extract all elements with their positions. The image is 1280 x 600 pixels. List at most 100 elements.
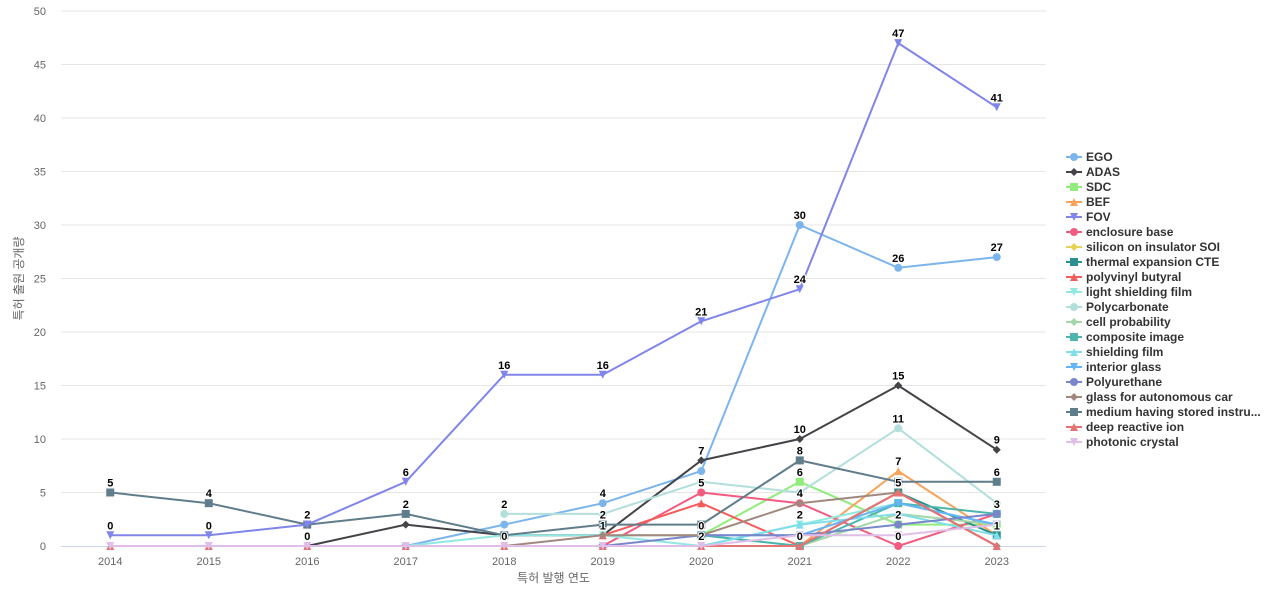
- legend-item-adas[interactable]: ADAS: [1066, 164, 1280, 179]
- legend-marker[interactable]: [1070, 392, 1078, 401]
- data-point[interactable]: [795, 499, 804, 508]
- legend-item-polycarbonate[interactable]: Polycarbonate: [1066, 299, 1280, 314]
- legend-item-silicon-on-insulator-soi[interactable]: silicon on insulator SOI: [1066, 239, 1280, 254]
- data-point[interactable]: [106, 488, 115, 497]
- legend-marker[interactable]: [1070, 242, 1078, 251]
- legend-marker[interactable]: [1070, 212, 1078, 221]
- legend-item-interior-glass[interactable]: interior glass: [1066, 359, 1280, 374]
- legend-marker[interactable]: [1070, 272, 1078, 281]
- legend-marker[interactable]: [1070, 347, 1078, 356]
- legend-marker[interactable]: [1070, 317, 1078, 326]
- data-point[interactable]: [500, 542, 509, 550]
- data-point[interactable]: [894, 424, 903, 433]
- legend-item-enclosure-base[interactable]: enclosure base: [1066, 224, 1280, 239]
- legend-item-glass-for-autonomous-car[interactable]: glass for autonomous car: [1066, 389, 1280, 404]
- data-point[interactable]: [401, 477, 410, 486]
- data-point[interactable]: [697, 456, 706, 465]
- data-point[interactable]: [992, 253, 1001, 262]
- data-point[interactable]: [894, 499, 903, 508]
- legend-marker[interactable]: [1070, 377, 1078, 386]
- legend-marker[interactable]: [1070, 407, 1078, 416]
- data-point[interactable]: [500, 509, 509, 518]
- data-point[interactable]: [992, 477, 1001, 486]
- data-point[interactable]: [106, 531, 115, 540]
- data-point[interactable]: [992, 499, 1001, 508]
- data-point[interactable]: [992, 103, 1001, 112]
- data-point[interactable]: [894, 39, 903, 48]
- legend-item-fov[interactable]: FOV: [1066, 209, 1280, 224]
- legend-marker[interactable]: [1070, 167, 1078, 176]
- data-point[interactable]: [106, 542, 115, 550]
- data-point[interactable]: [795, 456, 804, 465]
- data-point[interactable]: [894, 531, 903, 540]
- legend-item-bef[interactable]: BEF: [1066, 194, 1280, 209]
- data-point[interactable]: [697, 488, 706, 497]
- data-point[interactable]: [500, 520, 509, 529]
- legend-marker[interactable]: [1070, 197, 1078, 206]
- legend-marker[interactable]: [1070, 287, 1078, 296]
- data-point[interactable]: [992, 542, 1001, 550]
- data-point[interactable]: [303, 542, 312, 550]
- data-point[interactable]: [204, 531, 213, 540]
- data-point[interactable]: [795, 520, 804, 529]
- legend-item-composite-image[interactable]: composite image: [1066, 329, 1280, 344]
- data-point[interactable]: [992, 445, 1001, 454]
- data-point[interactable]: [598, 542, 607, 550]
- legend-marker[interactable]: [1070, 257, 1078, 266]
- data-point[interactable]: [795, 221, 804, 229]
- data-point[interactable]: [894, 520, 903, 529]
- data-point[interactable]: [697, 467, 706, 476]
- legend-item-polyurethane[interactable]: Polyurethane: [1066, 374, 1280, 389]
- data-point[interactable]: [992, 509, 1001, 518]
- data-point[interactable]: [697, 531, 706, 540]
- data-point[interactable]: [401, 520, 410, 529]
- data-point[interactable]: [992, 520, 1001, 529]
- legend-marker[interactable]: [1070, 422, 1078, 431]
- legend-item-ego[interactable]: EGO: [1066, 149, 1280, 164]
- data-point[interactable]: [204, 499, 213, 508]
- data-point[interactable]: [992, 531, 1001, 540]
- data-point[interactable]: [598, 370, 607, 379]
- legend-item-deep-reactive-ion[interactable]: deep reactive ion: [1066, 419, 1280, 434]
- data-point[interactable]: [795, 542, 804, 550]
- legend-item-shielding-film[interactable]: shielding film: [1066, 344, 1280, 359]
- data-point[interactable]: [795, 435, 804, 443]
- data-point[interactable]: [204, 542, 213, 550]
- data-point[interactable]: [894, 467, 903, 476]
- legend-item-thermal-expansion-cte[interactable]: thermal expansion CTE: [1066, 254, 1280, 269]
- data-point[interactable]: [894, 263, 903, 272]
- data-point[interactable]: [401, 542, 410, 550]
- data-point[interactable]: [401, 509, 410, 518]
- legend-marker[interactable]: [1070, 362, 1078, 371]
- data-point[interactable]: [500, 370, 509, 379]
- legend-item-photonic-crystal[interactable]: photonic crystal: [1066, 434, 1280, 449]
- data-point[interactable]: [697, 317, 706, 326]
- data-point[interactable]: [795, 531, 804, 540]
- data-point[interactable]: [303, 520, 312, 529]
- legend-marker[interactable]: [1070, 302, 1078, 311]
- data-point[interactable]: [598, 509, 607, 518]
- data-point[interactable]: [894, 488, 903, 497]
- data-point[interactable]: [598, 499, 607, 508]
- legend-marker[interactable]: [1070, 152, 1078, 161]
- legend-marker[interactable]: [1070, 227, 1078, 236]
- data-point[interactable]: [894, 477, 903, 486]
- legend-marker[interactable]: [1070, 332, 1078, 341]
- data-point[interactable]: [894, 509, 903, 518]
- data-point[interactable]: [795, 477, 804, 486]
- legend-item-light-shielding-film[interactable]: light shielding film: [1066, 284, 1280, 299]
- legend-item-medium-having-stored-instru[interactable]: medium having stored instru...: [1066, 404, 1280, 419]
- data-point[interactable]: [894, 542, 903, 550]
- data-point[interactable]: [795, 285, 804, 294]
- data-point[interactable]: [598, 520, 607, 529]
- legend-item-sdc[interactable]: SDC: [1066, 179, 1280, 194]
- data-point[interactable]: [697, 520, 706, 529]
- legend-item-polyvinyl-butyral[interactable]: polyvinyl butyral: [1066, 269, 1280, 284]
- legend-marker[interactable]: [1070, 437, 1078, 446]
- legend-item-cell-probability[interactable]: cell probability: [1066, 314, 1280, 329]
- data-point[interactable]: [697, 542, 706, 550]
- data-point[interactable]: [598, 531, 607, 540]
- data-point[interactable]: [500, 531, 509, 540]
- data-point[interactable]: [894, 381, 903, 390]
- data-point[interactable]: [795, 488, 804, 497]
